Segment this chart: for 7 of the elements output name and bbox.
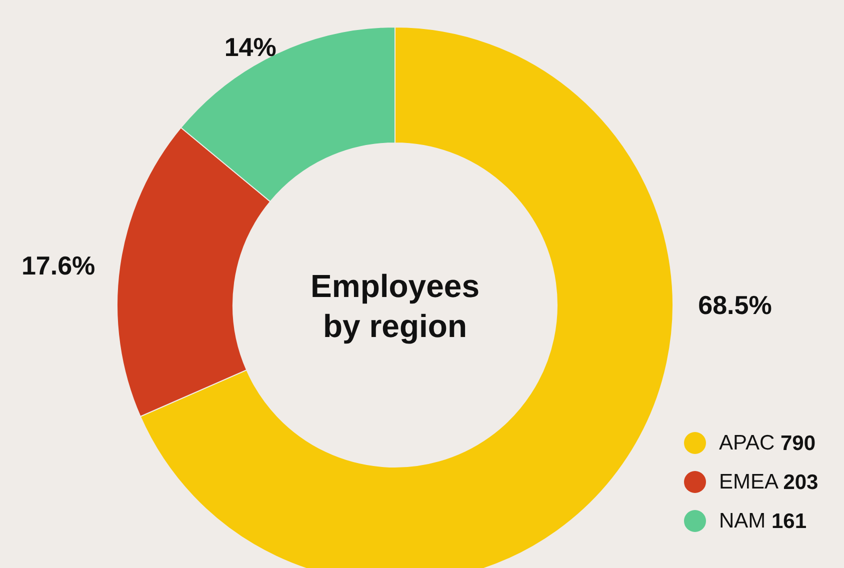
- legend-label: NAM 161: [719, 510, 807, 532]
- data-label: 17.6%: [21, 250, 96, 280]
- data-label: 68.5%: [698, 290, 772, 320]
- data-label: 14%: [224, 32, 276, 62]
- legend-label: EMEA 203: [719, 470, 818, 494]
- legend-label: APAC 790: [719, 432, 816, 454]
- text: Employees by region: [310, 268, 480, 344]
